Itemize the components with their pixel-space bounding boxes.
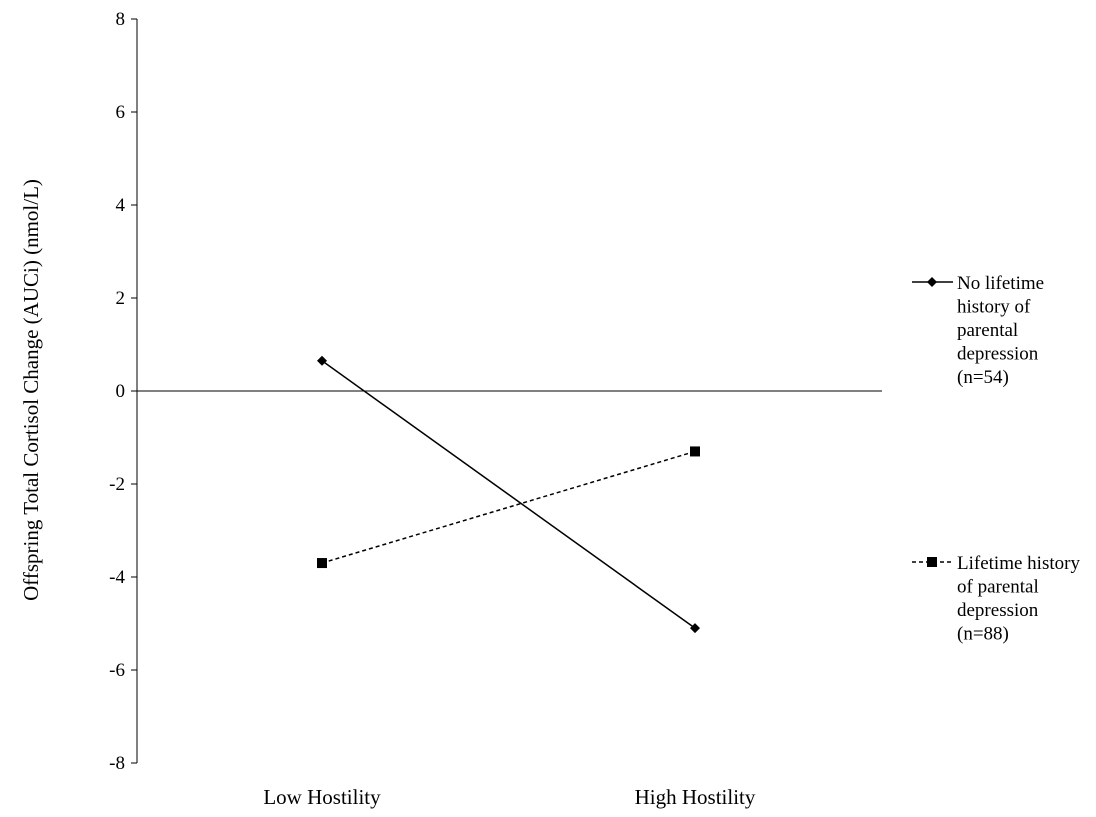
plot-area: 8 6 4 2 0 -2 -4 -6 -8 Low Hostility High Hostility (109, 9, 882, 809)
square-marker (690, 446, 700, 457)
legend-text-line: (n=88) (957, 624, 1009, 645)
legend-text-line: No lifetime (957, 273, 1044, 294)
legend-text-line: of parental (957, 577, 1039, 598)
square-marker (927, 557, 937, 567)
y-tick-label: -6 (109, 660, 125, 681)
y-tick-label: 6 (116, 102, 126, 123)
series-line-2 (321, 450, 696, 564)
y-tick-label: -2 (109, 474, 125, 495)
x-category-label: Low Hostility (263, 785, 381, 809)
y-tick-label: -4 (109, 567, 125, 588)
y-tick-label: 2 (116, 288, 126, 309)
diamond-marker (690, 623, 700, 634)
legend-text-line: history of (957, 297, 1031, 318)
y-tick-label: -8 (109, 753, 125, 774)
series-line-1 (321, 360, 696, 629)
diamond-marker (927, 277, 937, 287)
diamond-marker (317, 355, 327, 366)
legend-text-line: depression (957, 344, 1039, 365)
x-category-label: High Hostility (635, 785, 756, 809)
square-marker (317, 558, 327, 569)
y-axis-label: Offspring Total Cortisol Change (AUCi) (… (19, 179, 43, 601)
legend-text-line: Lifetime history (957, 553, 1080, 574)
y-tick-label: 8 (116, 9, 126, 30)
legend-text-line: depression (957, 600, 1039, 621)
legend-text-line: parental (957, 320, 1018, 341)
y-tick-label: 4 (116, 195, 126, 216)
y-tick-label: 0 (116, 381, 126, 402)
legend-text-line: (n=54) (957, 367, 1009, 388)
